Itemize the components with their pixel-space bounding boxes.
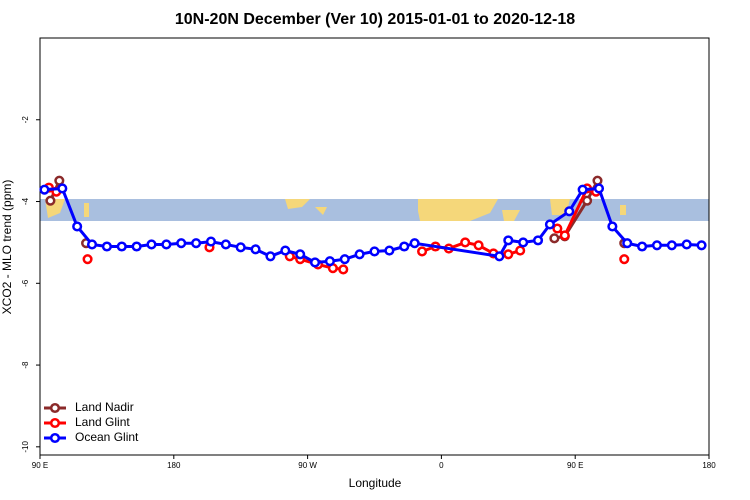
point — [131, 241, 142, 252]
point — [651, 240, 663, 251]
point — [619, 254, 630, 265]
plot-frame — [39, 37, 710, 456]
point — [235, 242, 246, 253]
y-tick-label: -6 — [21, 279, 30, 287]
point — [220, 239, 231, 250]
map-strip — [40, 199, 709, 221]
point — [577, 184, 588, 195]
point — [532, 235, 544, 246]
point — [265, 251, 276, 262]
legend-marker — [49, 432, 61, 444]
point — [384, 245, 395, 256]
point — [564, 206, 575, 217]
point — [409, 238, 420, 249]
point — [582, 195, 593, 206]
point — [45, 195, 56, 206]
point — [637, 241, 648, 252]
legend-label: Ocean Glint — [75, 430, 139, 444]
point — [518, 237, 529, 248]
point — [161, 239, 172, 250]
point — [101, 241, 112, 252]
point — [116, 241, 127, 252]
point — [494, 251, 505, 262]
point — [503, 249, 514, 260]
x-tick-label: 90 E — [567, 461, 583, 470]
point — [622, 238, 633, 249]
point — [250, 244, 261, 255]
point — [82, 254, 93, 265]
point — [593, 183, 605, 194]
point — [666, 240, 677, 251]
y-tick-label: -2 — [21, 116, 30, 124]
point — [354, 249, 365, 260]
point — [280, 245, 291, 256]
point — [473, 240, 484, 251]
legend-marker — [49, 402, 61, 414]
point — [503, 235, 514, 246]
x-tick-label: 90 E — [32, 461, 48, 470]
point — [191, 238, 202, 249]
point — [399, 241, 410, 252]
point — [592, 175, 603, 186]
point — [39, 184, 50, 195]
point — [57, 183, 68, 194]
legend-label: Land Nadir — [75, 400, 134, 414]
point — [369, 246, 380, 257]
point — [339, 254, 350, 265]
x-tick-label: 90 W — [298, 461, 317, 470]
point — [86, 239, 98, 250]
point — [295, 249, 306, 260]
point — [460, 237, 471, 248]
legend-marker — [49, 417, 61, 429]
x-tick-label: 180 — [167, 461, 181, 470]
point — [544, 219, 555, 230]
point — [146, 239, 157, 250]
point — [696, 240, 707, 251]
point — [515, 245, 526, 256]
y-tick-label: -10 — [21, 440, 30, 452]
point — [309, 257, 321, 268]
point — [607, 221, 618, 232]
y-tick-label: -8 — [21, 361, 30, 369]
point — [681, 239, 692, 250]
point — [417, 246, 428, 257]
x-tick-label: 0 — [439, 461, 444, 470]
point — [549, 233, 560, 244]
point — [176, 238, 187, 249]
point — [552, 223, 563, 234]
x-tick-label: 180 — [702, 461, 716, 470]
point — [72, 221, 83, 232]
point — [205, 236, 217, 247]
chart-title: 10N-20N December (Ver 10) 2015-01-01 to … — [175, 11, 575, 28]
y-axis-label: XCO2 - MLO trend (ppm) — [0, 180, 14, 315]
point — [559, 230, 570, 241]
y-tick-label: -4 — [21, 197, 30, 205]
x-axis-label: Longitude — [349, 476, 402, 490]
point — [338, 264, 349, 275]
legend-label: Land Glint — [75, 415, 130, 429]
point — [54, 175, 65, 186]
point — [324, 256, 335, 267]
